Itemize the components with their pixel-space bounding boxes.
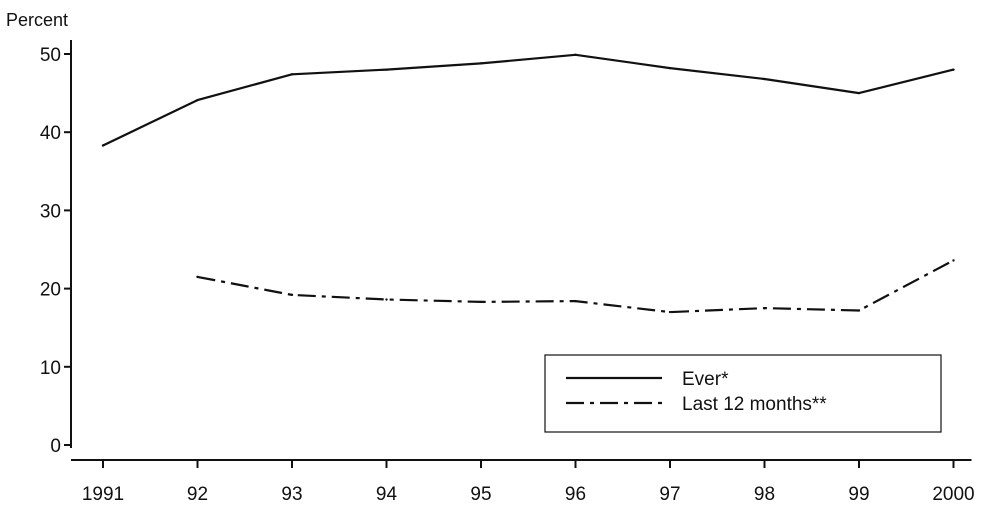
x-tick-label: 96 (565, 484, 586, 505)
data-point (668, 66, 672, 70)
axes: 0 10 20 30 40 50 1991 92 93 94 95 96 97 98 99 2000 (40, 40, 975, 505)
x-tick-label: 92 (187, 484, 208, 505)
data-point (574, 53, 577, 56)
x-tick-label: 93 (281, 484, 302, 505)
data-point (290, 73, 294, 76)
data-point (952, 68, 955, 71)
y-tick-label: 20 (40, 280, 61, 301)
legend: Ever* Last 12 months** (544, 354, 942, 433)
data-point (574, 299, 577, 303)
y-tick-label: 50 (40, 45, 61, 66)
x-tick-label: 97 (659, 484, 680, 505)
data-point (290, 293, 294, 297)
series-layer (101, 53, 955, 314)
data-point (479, 62, 483, 65)
data-point (857, 91, 861, 95)
legend-entry-label: Ever* (682, 369, 729, 390)
x-tick-label: 2000 (932, 484, 974, 505)
x-tick-label: 95 (470, 484, 491, 505)
y-axis-title: Percent (6, 10, 68, 30)
x-tick-label: 99 (848, 484, 869, 505)
series-line-ever (102, 53, 954, 147)
data-point (196, 98, 199, 102)
y-tick-label: 10 (40, 358, 61, 379)
legend-box (544, 354, 942, 433)
data-point (101, 144, 105, 147)
x-tick-label: 1991 (82, 484, 124, 505)
data-point (385, 298, 388, 301)
x-tick-label: 94 (376, 484, 398, 505)
data-point (668, 310, 672, 314)
data-point (763, 77, 766, 81)
y-tick-label: 30 (40, 201, 61, 222)
x-tick-label: 98 (754, 484, 775, 505)
y-tick-label: 0 (50, 436, 61, 457)
data-point (196, 275, 199, 279)
series-line-last-12-months (197, 259, 955, 314)
data-point (479, 300, 483, 304)
data-point (952, 259, 955, 262)
data-point (763, 306, 766, 310)
data-point (385, 68, 388, 71)
y-tick-label: 40 (40, 123, 61, 144)
data-point (857, 309, 861, 312)
legend-entry-label: Last 12 months** (682, 394, 827, 415)
